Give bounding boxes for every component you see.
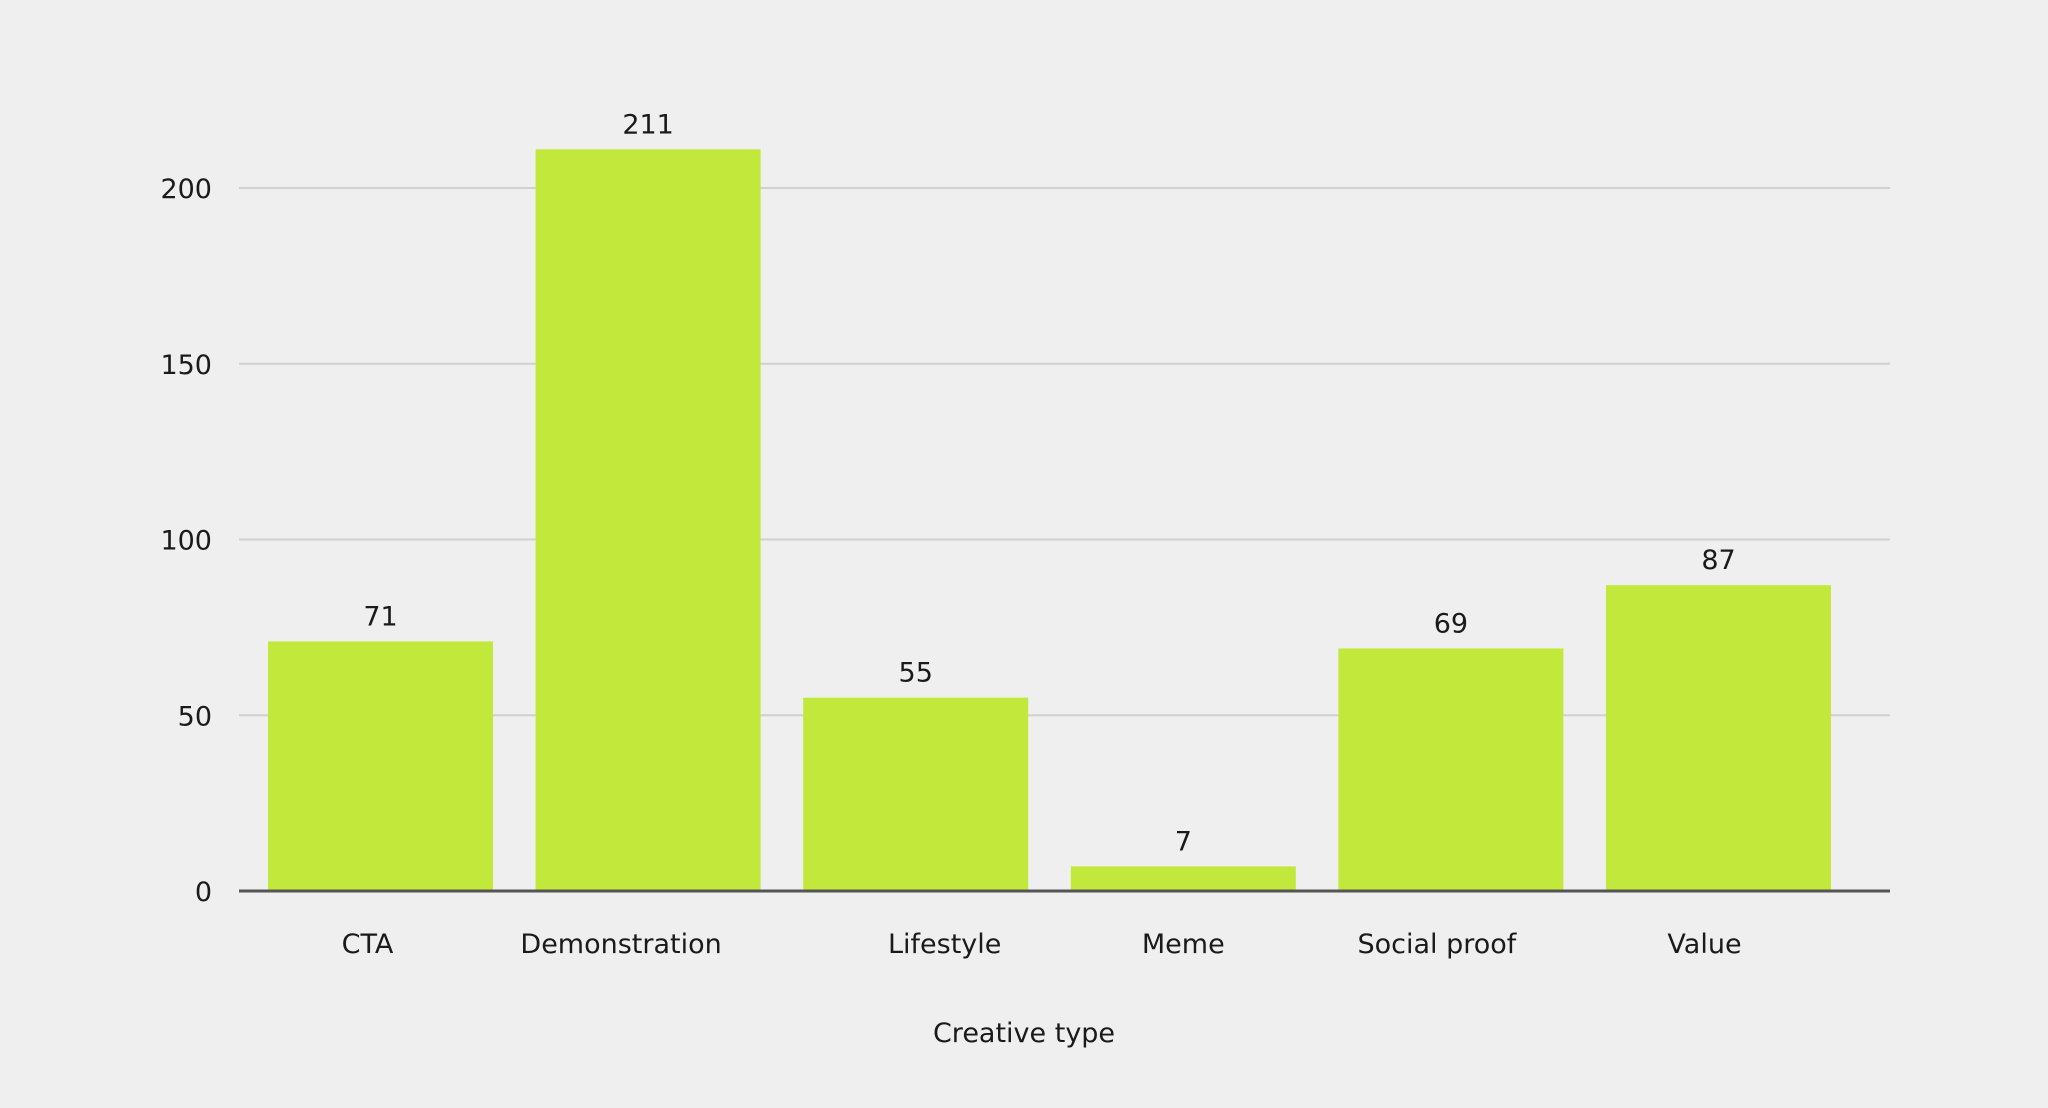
data-label: 211 [622, 109, 674, 140]
x-tick-label: Demonstration [520, 929, 721, 960]
data-label: 87 [1701, 545, 1735, 576]
data-labels: 71 211 55 7 69 87 [363, 109, 1735, 857]
y-tick-label: 100 [160, 526, 212, 557]
data-label: 7 [1175, 826, 1192, 857]
bar-meme [1070, 866, 1296, 891]
y-tick-label: 200 [160, 174, 212, 205]
data-label: 71 [363, 601, 397, 632]
data-label: 55 [899, 658, 933, 689]
bar-value [1606, 585, 1831, 891]
y-axis-ticks: 0 50 100 150 200 [160, 174, 212, 908]
x-axis-title: Creative type [933, 1018, 1115, 1049]
bar-cta [268, 641, 493, 891]
y-tick-label: 50 [178, 701, 212, 732]
x-tick-label: CTA [342, 929, 394, 960]
x-tick-label: Meme [1142, 929, 1225, 960]
x-axis-ticks: CTA Demonstration Lifestyle Meme Social proo… [342, 929, 1742, 960]
y-tick-label: 150 [160, 350, 212, 381]
x-tick-label: Lifestyle [888, 929, 1001, 960]
x-tick-label: Value [1667, 929, 1741, 960]
data-label: 69 [1434, 608, 1468, 639]
bar-lifestyle [803, 697, 1029, 891]
bar-demonstration [535, 149, 761, 891]
bars [268, 149, 1831, 891]
x-tick-label: Social proof [1357, 929, 1517, 960]
bar-social-proof [1338, 648, 1564, 891]
y-tick-label: 0 [195, 877, 212, 908]
